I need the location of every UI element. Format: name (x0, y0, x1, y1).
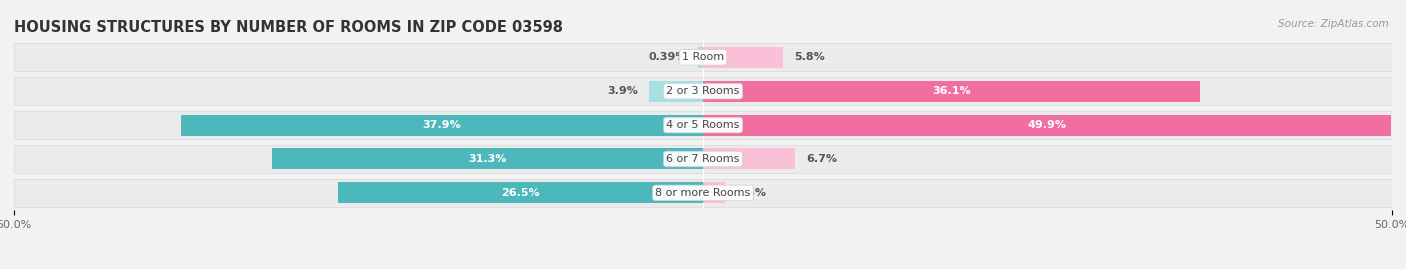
Text: HOUSING STRUCTURES BY NUMBER OF ROOMS IN ZIP CODE 03598: HOUSING STRUCTURES BY NUMBER OF ROOMS IN… (14, 20, 562, 35)
Text: 36.1%: 36.1% (932, 86, 972, 96)
Text: 1.6%: 1.6% (737, 188, 768, 198)
Bar (14, 77, 1392, 105)
Text: 0.39%: 0.39% (648, 52, 686, 62)
Text: 5.8%: 5.8% (794, 52, 825, 62)
Bar (703, 47, 783, 68)
Text: 8 or more Rooms: 8 or more Rooms (655, 188, 751, 198)
Text: Source: ZipAtlas.com: Source: ZipAtlas.com (1278, 19, 1389, 29)
Bar (697, 47, 703, 68)
Text: 6 or 7 Rooms: 6 or 7 Rooms (666, 154, 740, 164)
Bar (14, 179, 1392, 207)
Bar (703, 182, 725, 203)
Bar (181, 115, 703, 136)
Bar (14, 43, 1392, 71)
Bar (703, 81, 1201, 102)
Text: 49.9%: 49.9% (1028, 120, 1066, 130)
Text: 3.9%: 3.9% (607, 86, 638, 96)
Text: 1 Room: 1 Room (682, 52, 724, 62)
Bar (271, 148, 703, 169)
Bar (703, 148, 796, 169)
Text: 6.7%: 6.7% (807, 154, 838, 164)
Bar (14, 111, 1392, 139)
Bar (703, 115, 1391, 136)
Text: 37.9%: 37.9% (423, 120, 461, 130)
Text: 4 or 5 Rooms: 4 or 5 Rooms (666, 120, 740, 130)
Bar (650, 81, 703, 102)
Bar (337, 182, 703, 203)
Text: 31.3%: 31.3% (468, 154, 506, 164)
Text: 2 or 3 Rooms: 2 or 3 Rooms (666, 86, 740, 96)
Bar (14, 145, 1392, 173)
Text: 26.5%: 26.5% (501, 188, 540, 198)
